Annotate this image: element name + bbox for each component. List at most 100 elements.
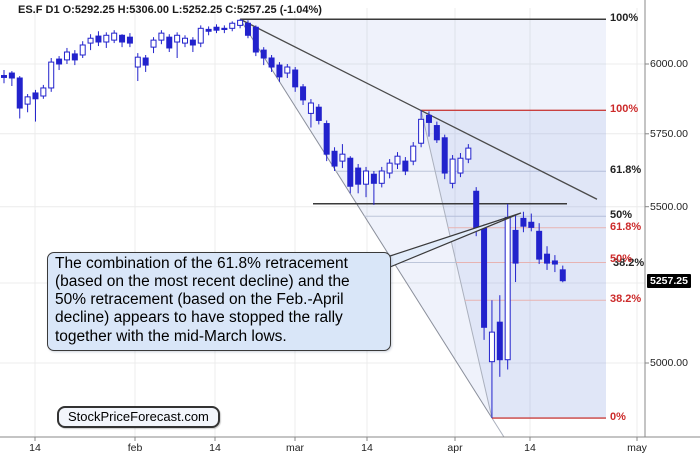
candle-body bbox=[347, 157, 354, 187]
candlestick bbox=[221, 25, 228, 34]
candlestick bbox=[402, 157, 409, 176]
time-axis-label: 14 bbox=[209, 442, 221, 454]
candle-body bbox=[402, 160, 409, 172]
candlestick bbox=[8, 71, 15, 87]
fib-level-label: 61.8% bbox=[610, 220, 642, 233]
candlestick bbox=[339, 144, 346, 169]
annotation-callout[interactable]: The combination of the 61.8% retracement… bbox=[47, 252, 391, 351]
candlestick bbox=[56, 56, 63, 71]
candlestick bbox=[331, 147, 338, 172]
candle-body bbox=[158, 32, 165, 41]
watermark-logo: StockPriceForecast.com bbox=[57, 406, 220, 428]
candle-body bbox=[63, 51, 70, 61]
candle-body bbox=[79, 44, 86, 56]
candle-body bbox=[111, 32, 118, 41]
candlestick bbox=[182, 35, 189, 48]
time-axis-label: 14 bbox=[524, 442, 536, 454]
candlestick bbox=[63, 47, 70, 64]
candle-body bbox=[355, 167, 362, 185]
candlestick bbox=[237, 19, 244, 29]
candlestick bbox=[465, 144, 472, 164]
candle-body bbox=[370, 173, 377, 184]
annotation-text: The combination of the 61.8% retracement… bbox=[55, 255, 350, 345]
time-axis-label: mar bbox=[285, 442, 305, 454]
candlestick bbox=[284, 64, 291, 78]
candlestick bbox=[433, 121, 440, 143]
fib-level-label: 61.8% bbox=[610, 164, 642, 177]
candlestick bbox=[488, 300, 495, 419]
fib-diagonal-extension bbox=[491, 417, 505, 438]
candle-body bbox=[331, 150, 338, 167]
candlestick bbox=[150, 37, 157, 54]
candle-body bbox=[8, 72, 15, 79]
candlestick bbox=[418, 110, 425, 148]
fib-level-label: 100% bbox=[610, 103, 639, 116]
candlestick bbox=[40, 84, 47, 99]
candle-body bbox=[260, 49, 267, 59]
fib-shaded-region bbox=[421, 110, 606, 419]
candle-body bbox=[24, 96, 31, 105]
candlestick bbox=[315, 104, 322, 125]
candle-body bbox=[103, 34, 110, 43]
candle-body bbox=[126, 36, 133, 44]
candlestick bbox=[134, 53, 141, 82]
candle-body bbox=[449, 158, 456, 184]
candlestick bbox=[307, 99, 314, 128]
candlestick bbox=[205, 26, 212, 36]
candlestick bbox=[347, 156, 354, 194]
candle-body bbox=[244, 22, 251, 36]
candle-body bbox=[559, 269, 566, 282]
candle-body bbox=[150, 39, 157, 48]
candle-body bbox=[166, 36, 173, 49]
fib-shaded-region bbox=[240, 19, 606, 419]
time-axis-label: 14 bbox=[29, 442, 41, 454]
candlestick bbox=[158, 30, 165, 45]
candle-body bbox=[16, 77, 23, 109]
candle-body bbox=[213, 26, 220, 31]
fib-diagonal-line bbox=[420, 110, 493, 419]
fib-level-label: 38.2% bbox=[610, 293, 642, 306]
candlestick bbox=[24, 94, 31, 113]
candle-body bbox=[205, 28, 212, 32]
candlestick bbox=[1, 70, 7, 84]
candle-body bbox=[292, 69, 299, 88]
fib-level-label: 50% bbox=[610, 209, 633, 222]
candle-body bbox=[433, 125, 440, 141]
candle-body bbox=[307, 102, 314, 114]
candle-body bbox=[174, 34, 181, 43]
candle-body bbox=[189, 39, 196, 46]
candlestick bbox=[252, 25, 259, 57]
candlestick bbox=[48, 57, 55, 92]
candlestick bbox=[197, 25, 204, 48]
candlestick bbox=[268, 55, 275, 72]
candlestick bbox=[126, 33, 133, 48]
price-axis-label: 6000.00 bbox=[650, 58, 688, 70]
candlestick bbox=[378, 166, 385, 188]
candle-body bbox=[237, 19, 244, 26]
candle-body bbox=[284, 66, 291, 74]
candle-body bbox=[1, 75, 7, 78]
fib-level-label: 100% bbox=[610, 12, 639, 25]
candlestick bbox=[520, 211, 527, 233]
candle-body bbox=[481, 227, 488, 328]
candlestick bbox=[95, 31, 102, 47]
candlestick bbox=[512, 215, 519, 283]
candle-body bbox=[425, 114, 432, 123]
candlestick bbox=[71, 50, 78, 66]
candle-body bbox=[339, 153, 346, 162]
descending-trendline[interactable] bbox=[239, 18, 598, 200]
candlestick bbox=[559, 265, 566, 283]
fib-diagonal-line bbox=[239, 18, 493, 419]
candle-body bbox=[119, 34, 126, 43]
candlestick bbox=[213, 24, 220, 34]
watermark-text: StockPriceForecast.com bbox=[68, 409, 209, 424]
candle-body bbox=[323, 123, 330, 155]
candle-body bbox=[544, 253, 551, 264]
candlestick bbox=[300, 84, 307, 105]
candlestick bbox=[323, 120, 330, 162]
candle-body bbox=[410, 145, 417, 162]
candlestick bbox=[457, 153, 464, 178]
candle-body bbox=[300, 86, 307, 101]
candlestick bbox=[481, 224, 488, 340]
